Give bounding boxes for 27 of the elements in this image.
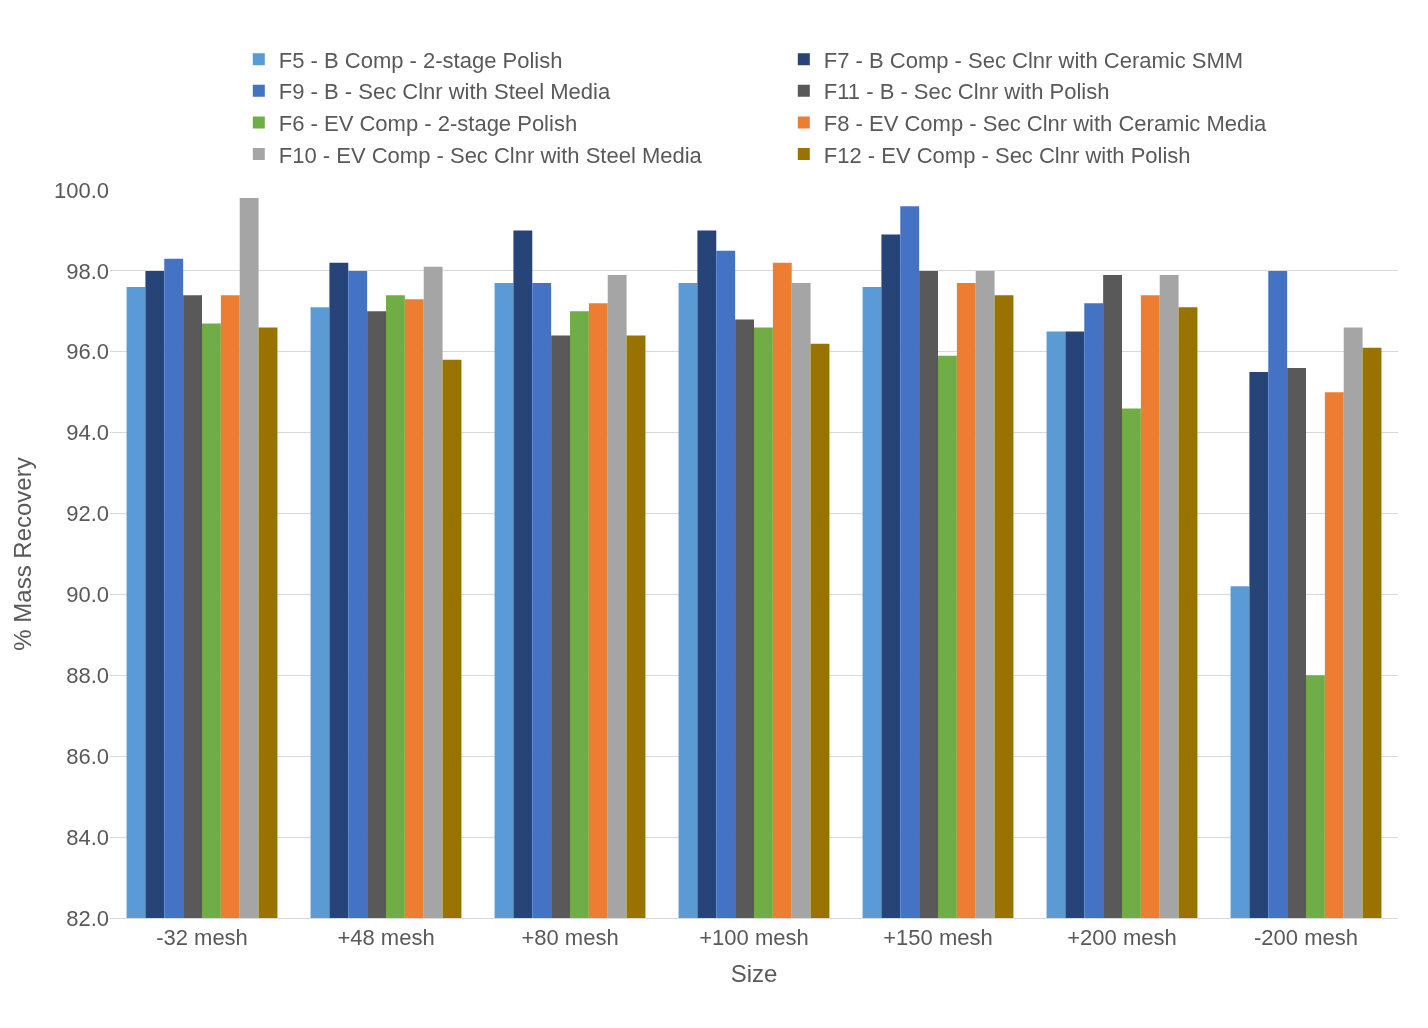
y-tick-label: 90.0: [66, 582, 109, 608]
y-tick-label: 88.0: [66, 663, 109, 689]
legend-label: F12 - EV Comp - Sec Clnr with Polish: [823, 142, 1191, 168]
y-tick-label: 82.0: [66, 905, 109, 931]
y-tick-label: 84.0: [66, 824, 109, 850]
legend-label: F11 - B - Sec Clnr with Polish: [823, 79, 1110, 105]
x-tick-label: +200 mesh: [1067, 925, 1177, 951]
y-tick-label: 100.0: [53, 177, 109, 203]
legend-label: F5 - B Comp - 2-stage Polish: [278, 47, 563, 73]
y-tick-label: 94.0: [66, 420, 109, 446]
legend-label: F8 - EV Comp - Sec Clnr with Ceramic Media: [823, 111, 1268, 137]
x-tick-label: -200 mesh: [1254, 925, 1358, 951]
legend-label: F9 - B - Sec Clnr with Steel Media: [278, 79, 611, 105]
y-tick-label: 86.0: [66, 743, 109, 769]
x-tick-label: +48 mesh: [337, 925, 435, 951]
y-tick-label: 92.0: [66, 501, 109, 527]
x-tick-label: +100 mesh: [699, 925, 809, 951]
y-tick-label: 98.0: [66, 258, 109, 284]
legend-label: F7 - B Comp - Sec Clnr with Ceramic SMM: [823, 47, 1244, 73]
y-axis-title: % Mass Recovery: [9, 457, 37, 651]
legend-label: F6 - EV Comp - 2-stage Polish: [278, 111, 578, 137]
x-axis-title: Size: [730, 959, 778, 987]
x-tick-label: +80 mesh: [521, 925, 619, 951]
legend-label: F10 - EV Comp - Sec Clnr with Steel Media: [278, 142, 703, 168]
x-tick-label: +150 mesh: [883, 925, 993, 951]
x-tick-label: -32 mesh: [156, 925, 248, 951]
y-tick-label: 96.0: [66, 339, 109, 365]
